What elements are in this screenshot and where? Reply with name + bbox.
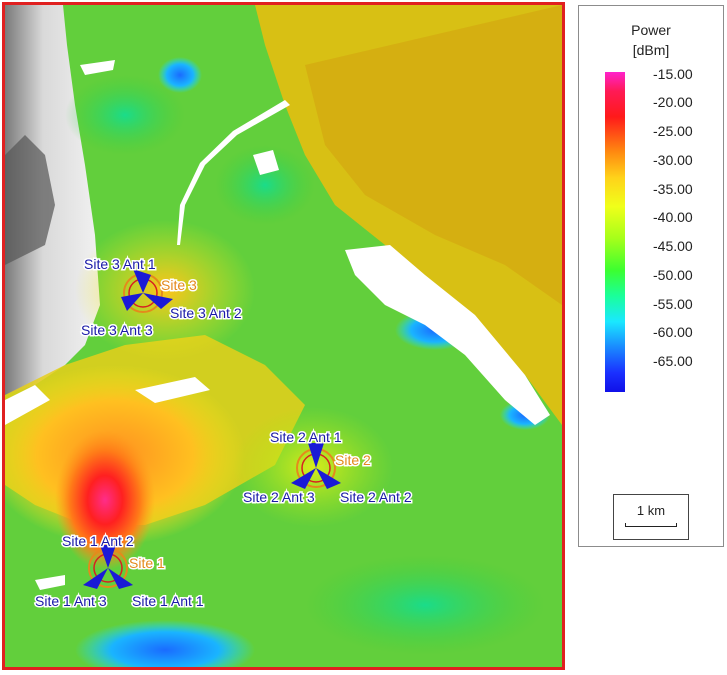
coverage-map-canvas: Site 3 Site 2 Site 1 Site 3 Ant 1 Site 3… <box>5 5 562 667</box>
legend-tick: -20.00 <box>653 94 693 110</box>
antenna-label: Site 1 Ant 3 <box>35 593 107 609</box>
legend-panel: Power [dBm] -15.00 -20.00 -25.00 -30.00 … <box>578 5 724 547</box>
antenna-icon <box>100 545 116 568</box>
legend-title: Power [dBm] <box>579 20 723 60</box>
coverage-map[interactable]: Site 3 Site 2 Site 1 Site 3 Ant 1 Site 3… <box>2 2 565 670</box>
legend-title-unit: [dBm] <box>632 42 670 58</box>
antenna-icon <box>308 443 324 468</box>
antenna-label: Site 1 Ant 1 <box>132 593 204 609</box>
antenna-icon <box>291 468 316 489</box>
legend-tick: -40.00 <box>653 209 693 225</box>
legend-tick: -25.00 <box>653 123 693 139</box>
antenna-icon <box>83 568 108 589</box>
scale-bar <box>625 523 677 527</box>
antenna-label: Site 2 Ant 2 <box>340 489 412 505</box>
site-1-label: Site 1 <box>129 555 165 571</box>
legend-tick: -55.00 <box>653 296 693 312</box>
legend-title-quantity: Power <box>631 22 671 38</box>
legend-tick: -65.00 <box>653 353 693 369</box>
scale-label: 1 km <box>636 503 666 518</box>
antenna-icon <box>121 293 143 311</box>
legend-tick: -35.00 <box>653 181 693 197</box>
antenna-icon <box>143 293 173 309</box>
legend-tick: -15.00 <box>653 66 693 82</box>
antenna-label: Site 1 Ant 2 <box>62 533 134 549</box>
legend-tick: -45.00 <box>653 238 693 254</box>
antenna-icon <box>108 568 133 589</box>
antenna-icon <box>316 468 341 489</box>
site-1-antennas[interactable] <box>83 545 133 589</box>
antenna-icon <box>133 269 151 293</box>
site-2-label: Site 2 <box>335 452 371 468</box>
legend-tick: -60.00 <box>653 324 693 340</box>
antenna-label: Site 3 Ant 2 <box>170 305 242 321</box>
antenna-label: Site 3 Ant 3 <box>81 322 153 338</box>
site-3-label: Site 3 <box>161 277 197 293</box>
site-3-antennas[interactable] <box>121 269 173 311</box>
legend-tick: -50.00 <box>653 267 693 283</box>
antenna-label: Site 3 Ant 1 <box>84 256 156 272</box>
site-2-antennas[interactable] <box>291 443 341 489</box>
legend-tick: -30.00 <box>653 152 693 168</box>
colorbar <box>605 72 625 392</box>
scale-bar-box: 1 km <box>613 494 689 540</box>
antenna-label: Site 2 Ant 3 <box>243 489 315 505</box>
antenna-label: Site 2 Ant 1 <box>270 429 342 445</box>
